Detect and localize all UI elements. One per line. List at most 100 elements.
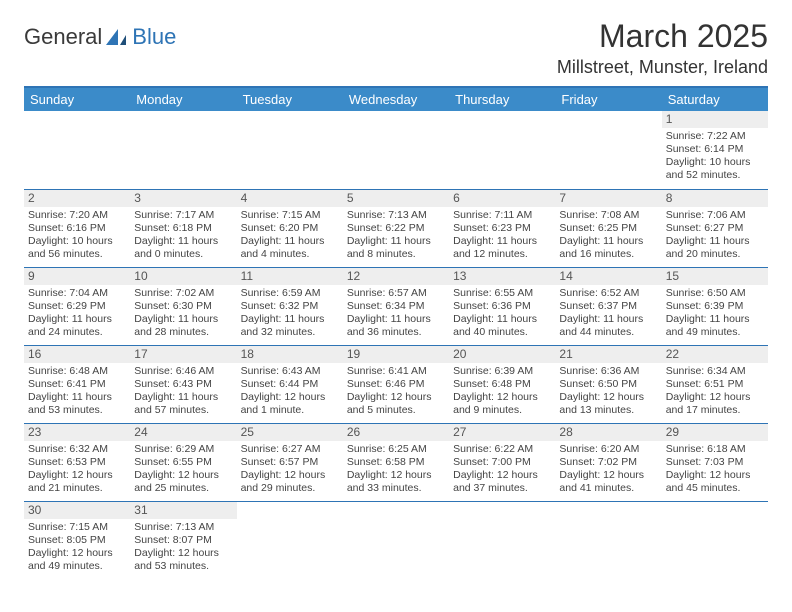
day-header: Friday [555,87,661,111]
sunrise-text: Sunrise: 6:29 AM [134,443,232,456]
calendar-day: 31Sunrise: 7:13 AMSunset: 8:07 PMDayligh… [130,501,236,579]
calendar-day: 6Sunrise: 7:11 AMSunset: 6:23 PMDaylight… [449,189,555,267]
calendar-day [555,501,661,579]
calendar-day: 5Sunrise: 7:13 AMSunset: 6:22 PMDaylight… [343,189,449,267]
daylight-text: Daylight: 11 hours and 4 minutes. [241,235,339,261]
sunrise-text: Sunrise: 6:50 AM [666,287,764,300]
day-number: 7 [555,190,661,207]
sunrise-text: Sunrise: 6:52 AM [559,287,657,300]
calendar-day: 21Sunrise: 6:36 AMSunset: 6:50 PMDayligh… [555,345,661,423]
day-number: 8 [662,190,768,207]
day-number: 19 [343,346,449,363]
calendar-day: 26Sunrise: 6:25 AMSunset: 6:58 PMDayligh… [343,423,449,501]
day-number: 21 [555,346,661,363]
calendar-day: 12Sunrise: 6:57 AMSunset: 6:34 PMDayligh… [343,267,449,345]
sunrise-text: Sunrise: 6:41 AM [347,365,445,378]
calendar-day [237,111,343,189]
sunrise-text: Sunrise: 6:18 AM [666,443,764,456]
sunrise-text: Sunrise: 6:57 AM [347,287,445,300]
calendar-day [449,501,555,579]
day-header: Thursday [449,87,555,111]
sunset-text: Sunset: 6:36 PM [453,300,551,313]
daylight-text: Daylight: 11 hours and 53 minutes. [28,391,126,417]
daylight-text: Daylight: 12 hours and 9 minutes. [453,391,551,417]
sunrise-text: Sunrise: 7:22 AM [666,130,764,143]
daylight-text: Daylight: 11 hours and 49 minutes. [666,313,764,339]
daylight-text: Daylight: 11 hours and 36 minutes. [347,313,445,339]
calendar-week: 2Sunrise: 7:20 AMSunset: 6:16 PMDaylight… [24,189,768,267]
sunrise-text: Sunrise: 6:59 AM [241,287,339,300]
calendar-day: 23Sunrise: 6:32 AMSunset: 6:53 PMDayligh… [24,423,130,501]
sail-icon [104,27,130,47]
day-number: 15 [662,268,768,285]
daylight-text: Daylight: 12 hours and 53 minutes. [134,547,232,573]
sunset-text: Sunset: 6:53 PM [28,456,126,469]
day-number: 25 [237,424,343,441]
day-number: 13 [449,268,555,285]
sunrise-text: Sunrise: 6:43 AM [241,365,339,378]
sunrise-text: Sunrise: 6:39 AM [453,365,551,378]
sunset-text: Sunset: 6:50 PM [559,378,657,391]
calendar-day [343,501,449,579]
day-number: 30 [24,502,130,519]
calendar-day: 7Sunrise: 7:08 AMSunset: 6:25 PMDaylight… [555,189,661,267]
calendar-day: 9Sunrise: 7:04 AMSunset: 6:29 PMDaylight… [24,267,130,345]
day-number: 12 [343,268,449,285]
sunset-text: Sunset: 6:23 PM [453,222,551,235]
day-number: 22 [662,346,768,363]
calendar-day: 15 Sunrise: 6:50 AMSunset: 6:39 PMDayligh… [662,267,768,345]
sunrise-text: Sunrise: 6:48 AM [28,365,126,378]
sunrise-text: Sunrise: 6:25 AM [347,443,445,456]
month-title: March 2025 [557,18,768,55]
daylight-text: Daylight: 12 hours and 17 minutes. [666,391,764,417]
calendar-day: 4Sunrise: 7:15 AMSunset: 6:20 PMDaylight… [237,189,343,267]
sunset-text: Sunset: 7:00 PM [453,456,551,469]
calendar-day: 2Sunrise: 7:20 AMSunset: 6:16 PMDaylight… [24,189,130,267]
sunset-text: Sunset: 6:30 PM [134,300,232,313]
calendar-table: SundayMondayTuesdayWednesdayThursdayFrid… [24,86,768,579]
calendar-day: 16Sunrise: 6:48 AMSunset: 6:41 PMDayligh… [24,345,130,423]
day-header: Saturday [662,87,768,111]
sunset-text: Sunset: 6:16 PM [28,222,126,235]
day-number: 1 [662,111,768,128]
calendar-day: 24Sunrise: 6:29 AMSunset: 6:55 PMDayligh… [130,423,236,501]
calendar-day: 11Sunrise: 6:59 AMSunset: 6:32 PMDayligh… [237,267,343,345]
sunrise-text: Sunrise: 6:22 AM [453,443,551,456]
sunset-text: Sunset: 7:03 PM [666,456,764,469]
daylight-text: Daylight: 12 hours and 5 minutes. [347,391,445,417]
daylight-text: Daylight: 12 hours and 33 minutes. [347,469,445,495]
sunset-text: Sunset: 6:39 PM [666,300,764,313]
sunset-text: Sunset: 6:55 PM [134,456,232,469]
sunrise-text: Sunrise: 7:06 AM [666,209,764,222]
sunrise-text: Sunrise: 6:46 AM [134,365,232,378]
page-header: General Blue March 2025 Millstreet, Muns… [24,18,768,78]
day-number: 28 [555,424,661,441]
calendar-day [130,111,236,189]
sunrise-text: Sunrise: 6:36 AM [559,365,657,378]
day-header: Sunday [24,87,130,111]
calendar-day: 8Sunrise: 7:06 AMSunset: 6:27 PMDaylight… [662,189,768,267]
calendar-day [555,111,661,189]
calendar-day: 27Sunrise: 6:22 AMSunset: 7:00 PMDayligh… [449,423,555,501]
sunset-text: Sunset: 6:29 PM [28,300,126,313]
calendar-day [237,501,343,579]
day-number: 4 [237,190,343,207]
title-block: March 2025 Millstreet, Munster, Ireland [557,18,768,78]
daylight-text: Daylight: 12 hours and 37 minutes. [453,469,551,495]
location-text: Millstreet, Munster, Ireland [557,57,768,78]
day-header: Wednesday [343,87,449,111]
daylight-text: Daylight: 11 hours and 57 minutes. [134,391,232,417]
day-number: 11 [237,268,343,285]
day-header: Tuesday [237,87,343,111]
sunset-text: Sunset: 6:41 PM [28,378,126,391]
sunset-text: Sunset: 6:58 PM [347,456,445,469]
calendar-day [343,111,449,189]
daylight-text: Daylight: 11 hours and 16 minutes. [559,235,657,261]
sunset-text: Sunset: 6:43 PM [134,378,232,391]
daylight-text: Daylight: 11 hours and 8 minutes. [347,235,445,261]
daylight-text: Daylight: 12 hours and 41 minutes. [559,469,657,495]
brand-name-1: General [24,24,102,50]
sunrise-text: Sunrise: 7:13 AM [347,209,445,222]
day-number: 29 [662,424,768,441]
sunset-text: Sunset: 6:22 PM [347,222,445,235]
